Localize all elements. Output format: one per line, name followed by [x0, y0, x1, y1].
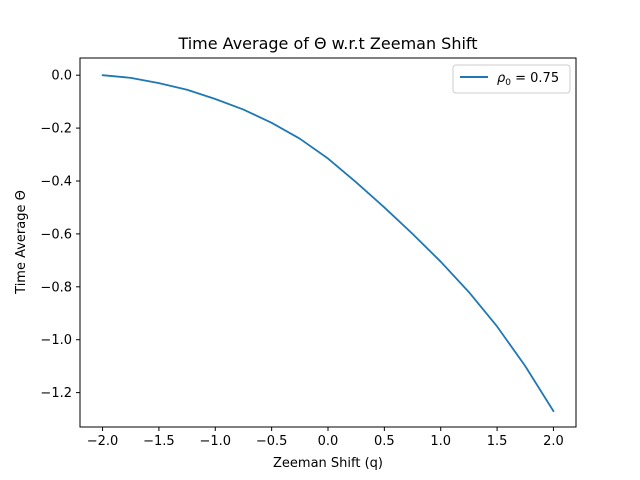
legend-label-value: = 0.75 — [511, 71, 559, 86]
series-line-0 — [101, 74, 555, 413]
x-tick-label: −0.5 — [256, 434, 288, 449]
y-tick-label: −0.6 — [40, 227, 72, 242]
legend-label-series-0: ρ0 = 0.75 — [497, 71, 559, 88]
x-tick-label: 0.5 — [374, 434, 395, 449]
x-tick-label: 1.5 — [487, 434, 508, 449]
x-axis-label: Zeeman Shift (q) — [273, 456, 383, 471]
x-tick-label: −1.0 — [199, 434, 231, 449]
y-tick-label: 0.0 — [51, 69, 72, 84]
plot-frame — [79, 57, 577, 428]
legend-label-symbol: ρ — [497, 71, 506, 86]
x-tick-label: −2.0 — [87, 434, 119, 449]
y-axis-ticks: 0.0 −0.2 −0.4 −0.6 −0.8 −1.0 −1.2 — [40, 69, 80, 401]
y-axis-label: Time Average Θ — [14, 190, 29, 295]
legend-label-subscript: 0 — [505, 78, 511, 88]
x-axis-ticks: −2.0 −1.5 −1.0 −0.5 0.0 0.5 1.0 1.5 2.0 — [87, 427, 564, 449]
y-tick-label: −0.2 — [40, 122, 72, 137]
y-tick-label: −0.8 — [40, 280, 72, 295]
chart-title: Time Average of Θ w.r.t Zeeman Shift — [177, 34, 477, 53]
x-tick-label: 1.0 — [430, 434, 451, 449]
y-tick-label: −1.2 — [40, 386, 72, 401]
x-tick-label: −1.5 — [143, 434, 175, 449]
series-layer — [101, 74, 555, 413]
y-tick-label: −0.4 — [40, 175, 72, 190]
x-tick-label: 0.0 — [318, 434, 339, 449]
plot-area — [79, 57, 577, 428]
legend-box — [452, 64, 571, 94]
y-tick-label: −1.0 — [40, 333, 72, 348]
legend: ρ0 = 0.75 — [452, 64, 571, 94]
x-tick-label: 2.0 — [543, 434, 564, 449]
